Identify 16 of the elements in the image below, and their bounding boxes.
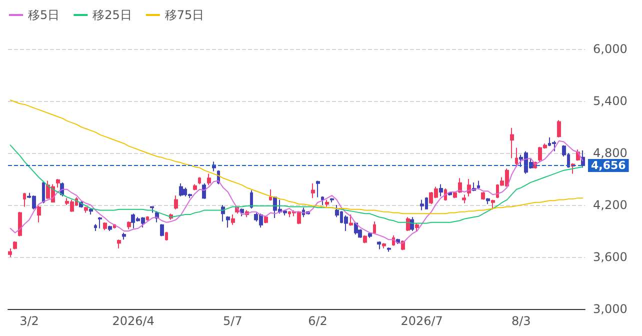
x-tick-label: 2026/4 [112,314,154,328]
x-tick-label: 8/3 [511,314,531,328]
y-tick-label: 5,400 [593,94,628,108]
legend-label: 移25日 [92,8,132,22]
legend-label: 移5日 [28,8,60,22]
y-tick-label: 3,600 [593,250,628,264]
y-tick-label: 3,000 [593,302,628,316]
y-tick-label: 6,000 [593,42,628,56]
x-tick-label: 6/2 [308,314,328,328]
x-tick-label: 2026/7 [400,314,443,328]
x-tick-label: 3/2 [20,314,39,328]
ref-line-label: 4,656 [591,158,626,172]
y-tick-label: 4,800 [593,146,628,160]
x-tick-label: 5/7 [222,314,242,328]
legend-label: 移75日 [164,8,204,22]
y-tick-label: 4,200 [593,198,628,212]
